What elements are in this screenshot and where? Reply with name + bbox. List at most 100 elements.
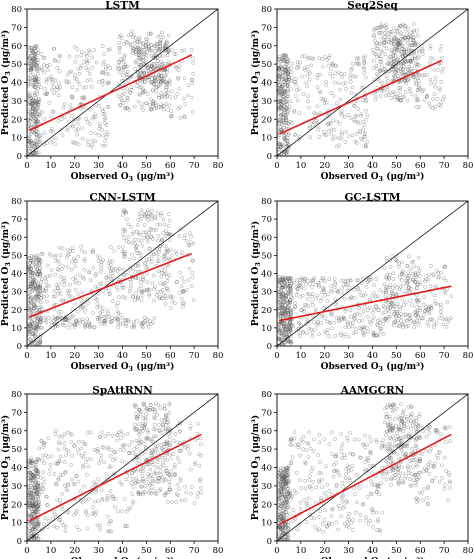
- scatter-point: [288, 300, 293, 305]
- scatter-point: [323, 97, 327, 102]
- scatter-point: [422, 279, 427, 284]
- scatter-point: [77, 451, 81, 456]
- scatter-point: [160, 446, 165, 451]
- scatter-point: [329, 312, 334, 317]
- scatter-point: [27, 295, 31, 300]
- scatter-point: [374, 72, 379, 77]
- scatter-point: [27, 328, 31, 333]
- scatter-point: [146, 41, 151, 46]
- scatter-point: [104, 477, 109, 481]
- scatter-point: [68, 282, 72, 287]
- scatter-point: [384, 46, 389, 51]
- scatter-point: [101, 79, 105, 83]
- scatter-point: [40, 277, 44, 282]
- scatter-point: [307, 105, 311, 110]
- scatter-point: [280, 106, 285, 111]
- scatter-point: [164, 102, 169, 106]
- scatter-point: [140, 289, 145, 294]
- scatter-point: [317, 89, 322, 94]
- y-tick-label: 10: [261, 134, 272, 144]
- scatter-point: [389, 96, 394, 100]
- scatter-point: [125, 96, 130, 100]
- scatter-point: [159, 105, 163, 110]
- regression-line: [279, 285, 452, 322]
- scatter-point: [137, 422, 141, 426]
- scatter-point: [284, 482, 288, 487]
- scatter-point: [190, 275, 195, 280]
- scatter-point: [123, 105, 127, 110]
- scatter-point: [166, 89, 171, 94]
- scatter-point: [317, 284, 322, 289]
- scatter-point: [412, 42, 417, 47]
- scatter-point: [307, 77, 312, 82]
- scatter-point: [178, 105, 183, 109]
- scatter-point: [79, 297, 83, 302]
- scatter-point: [278, 302, 283, 307]
- scatter-point: [401, 67, 405, 72]
- scatter-point: [147, 462, 152, 467]
- scatter-point: [403, 24, 408, 29]
- scatter-point: [114, 284, 119, 289]
- scatter-point: [59, 520, 64, 525]
- scatter-point: [325, 525, 330, 529]
- scatter-point: [61, 523, 66, 528]
- scatter-point: [111, 494, 115, 499]
- scatter-point: [53, 461, 58, 466]
- scatter-point: [104, 67, 108, 72]
- scatter-point: [305, 279, 310, 283]
- scatter-point: [313, 525, 317, 529]
- scatter-point: [327, 129, 331, 134]
- scatter-point: [330, 313, 334, 317]
- scatter-point: [39, 325, 44, 330]
- scatter-point: [60, 492, 65, 496]
- scatter-point: [160, 268, 164, 273]
- scatter-point: [28, 68, 33, 73]
- scatter-point: [113, 456, 118, 461]
- scatter-point: [122, 251, 126, 256]
- scatter-point: [284, 537, 289, 541]
- scatter-point: [153, 215, 158, 219]
- scatter-point: [278, 99, 283, 104]
- scatter-point: [107, 519, 112, 523]
- y-tick-label: 70: [11, 23, 22, 33]
- scatter-point: [139, 280, 143, 284]
- scatter-point: [302, 279, 307, 284]
- scatter-point: [382, 43, 387, 48]
- scatter-point: [335, 119, 339, 124]
- scatter-point: [32, 93, 37, 97]
- scatter-point: [277, 321, 281, 326]
- scatter-point: [391, 57, 396, 62]
- scatter-point: [370, 492, 374, 496]
- scatter-point: [135, 251, 140, 255]
- scatter-point: [126, 319, 131, 324]
- scatter-point: [342, 452, 347, 457]
- scatter-point: [62, 283, 67, 287]
- scatter-point: [432, 322, 437, 327]
- scatter-point: [142, 288, 146, 293]
- scatter-point: [42, 70, 46, 75]
- scatter-point: [190, 258, 195, 263]
- scatter-point: [151, 450, 155, 454]
- x-tick-label: 0: [24, 161, 29, 171]
- scatter-point: [327, 489, 332, 494]
- scatter-point: [348, 478, 353, 483]
- scatter-point: [30, 279, 35, 284]
- scatter-point: [343, 476, 348, 481]
- scatter-point: [76, 142, 81, 147]
- scatter-point: [81, 440, 85, 444]
- scatter-point: [280, 275, 285, 280]
- scatter-point: [37, 262, 42, 266]
- scatter-point: [28, 274, 33, 279]
- scatter-point: [141, 87, 145, 92]
- scatter-point: [384, 28, 389, 33]
- scatter-point: [309, 327, 314, 332]
- scatter-point: [401, 325, 405, 330]
- scatter-point: [100, 44, 105, 48]
- scatter-point: [116, 245, 121, 250]
- scatter-point: [322, 517, 327, 522]
- scatter-point: [36, 471, 40, 475]
- scatter-point: [27, 471, 32, 475]
- scatter-point: [70, 295, 74, 300]
- scatter-point: [277, 475, 282, 480]
- scatter-point: [124, 71, 129, 76]
